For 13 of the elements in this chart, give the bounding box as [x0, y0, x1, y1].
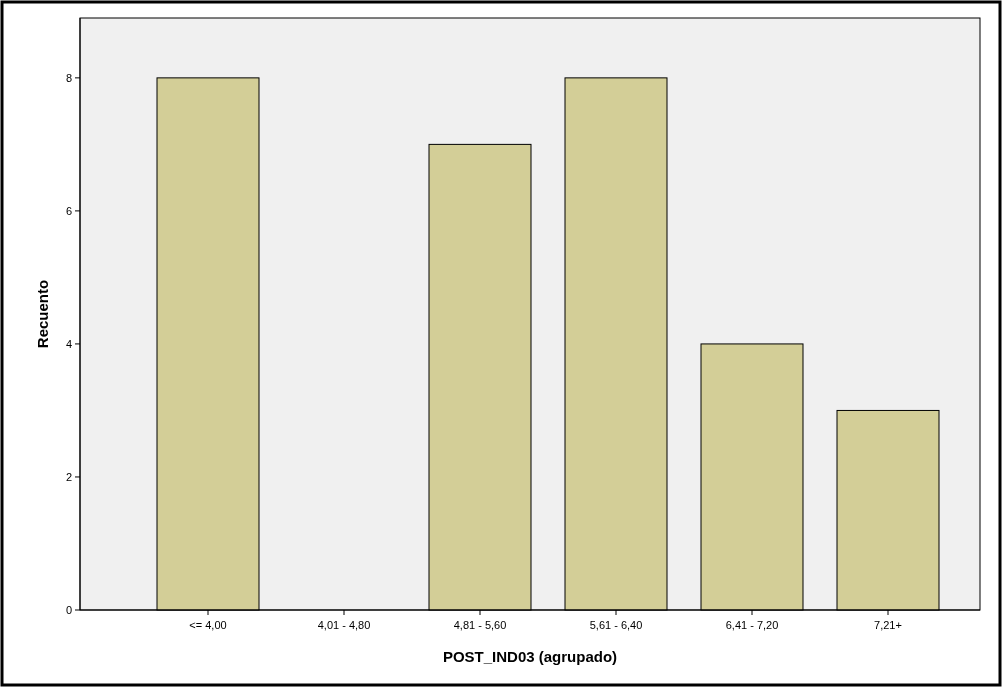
y-tick-label: 0 — [65, 603, 72, 616]
y-axis-title: Recuento — [34, 279, 51, 349]
x-tick-label: 4,01 - 4,80 — [317, 619, 371, 631]
y-tick-label: 4 — [65, 337, 72, 350]
y-tick-label: 8 — [65, 71, 72, 84]
x-tick-label: 6,41 - 7,20 — [725, 619, 779, 631]
x-tick-label: 7,21+ — [874, 619, 902, 631]
y-tick-label: 2 — [65, 470, 72, 483]
x-axis-title: POST_IND03 (agrupado) — [442, 648, 618, 665]
y-tick-label: 6 — [65, 204, 72, 217]
x-tick-label: 5,61 - 6,40 — [589, 619, 643, 631]
x-tick-label: <= 4,00 — [189, 619, 227, 631]
x-tick-label: 4,81 - 5,60 — [453, 619, 507, 631]
